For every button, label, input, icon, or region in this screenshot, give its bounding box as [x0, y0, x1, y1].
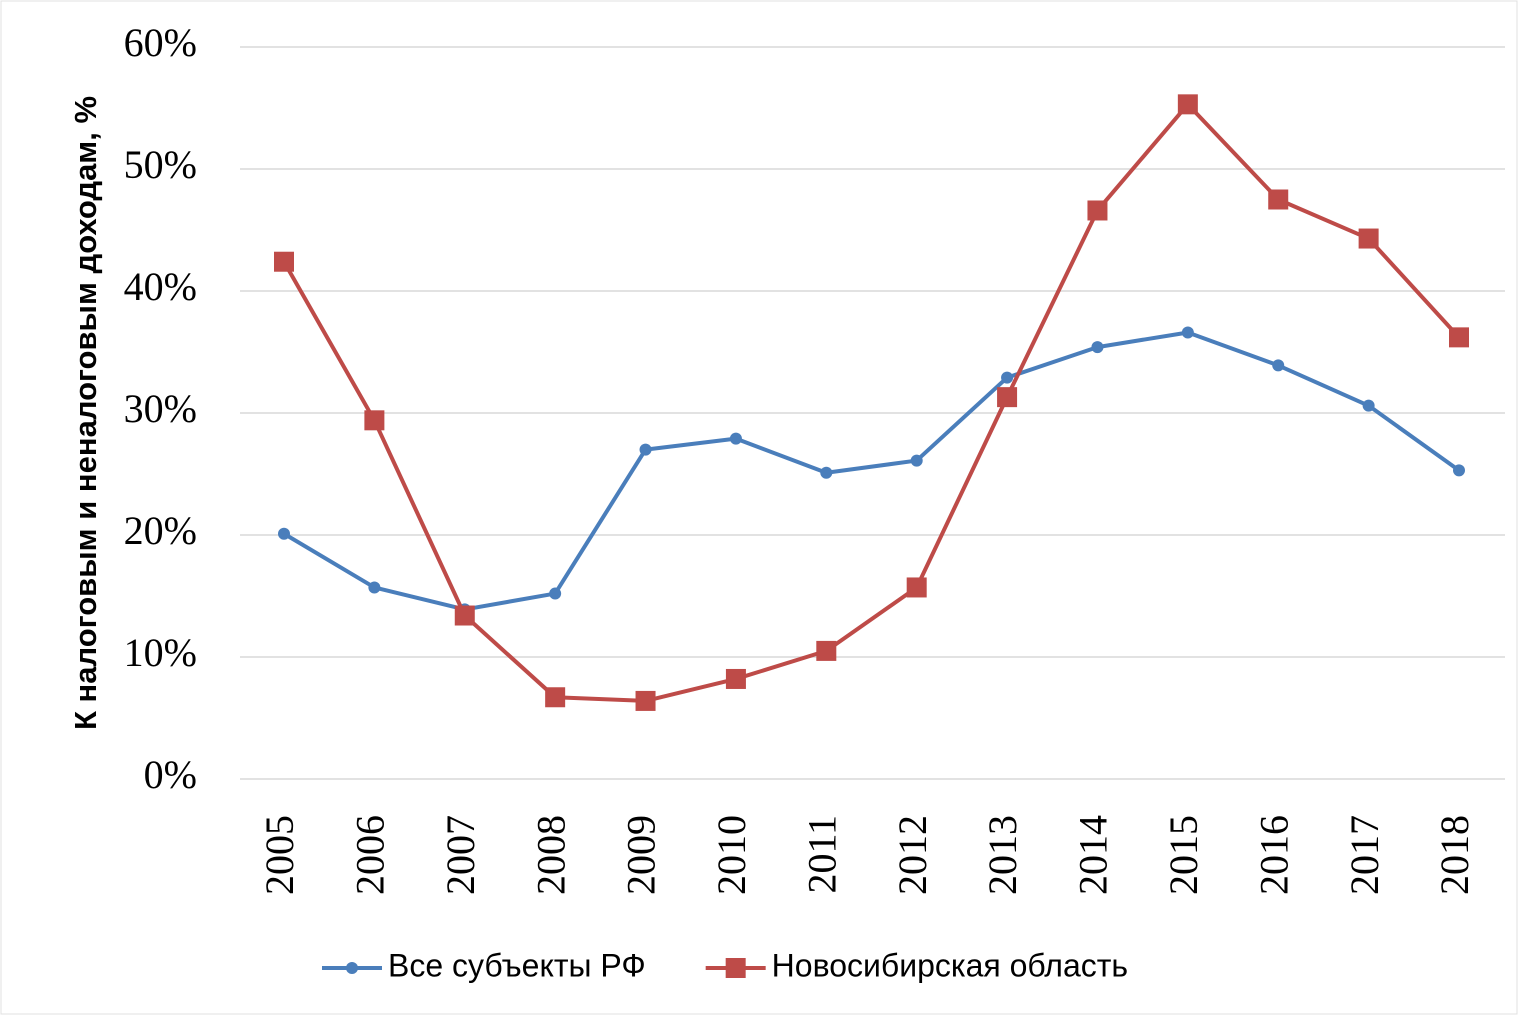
data-point: [639, 443, 652, 456]
data-point: [368, 581, 381, 594]
data-point: [1001, 371, 1014, 384]
data-point: [278, 527, 290, 540]
data-point: [1177, 94, 1198, 115]
data-point: [1362, 399, 1375, 412]
x-tick-label: 2017: [1342, 815, 1387, 895]
y-tick-label: 60%: [124, 20, 197, 65]
data-point: [729, 432, 742, 445]
data-point: [1453, 464, 1465, 477]
data-point: [1268, 189, 1289, 210]
data-point: [274, 251, 294, 272]
data-point: [1358, 228, 1379, 249]
data-point: [1181, 326, 1194, 339]
x-tick-label: 2009: [619, 815, 664, 895]
y-tick-label: 30%: [124, 386, 197, 431]
x-tick-label: 2014: [1071, 815, 1116, 895]
data-point: [725, 668, 746, 689]
data-point: [820, 466, 833, 479]
x-tick-label: 2015: [1161, 815, 1206, 895]
x-tick-label: 2007: [438, 815, 483, 895]
data-point: [545, 687, 566, 708]
y-tick-label: 50%: [124, 142, 197, 187]
x-tick-label: 2012: [890, 815, 935, 895]
data-point: [816, 640, 837, 661]
data-point: [1449, 327, 1469, 348]
x-tick-label: 2008: [528, 815, 573, 895]
x-tick-label: 2016: [1251, 815, 1296, 895]
x-tick-label: 2006: [348, 815, 393, 895]
x-tick-label: 2013: [980, 815, 1025, 895]
series-line: [282, 102, 1461, 703]
data-point: [364, 410, 385, 431]
y-tick-label: 10%: [124, 630, 197, 675]
legend-label: Новосибирская область: [772, 947, 1128, 983]
x-tick-label: 2005: [257, 815, 302, 895]
legend-marker: [346, 962, 358, 974]
y-axis-label: К налоговым и неналоговым доходам, %: [68, 96, 103, 730]
x-tick-label: 2018: [1432, 815, 1477, 895]
y-tick-label: 0%: [144, 752, 197, 797]
legend-label: Все субъекты РФ: [388, 947, 646, 983]
data-point: [997, 387, 1018, 408]
legend-marker: [725, 958, 746, 978]
x-tick-label: 2010: [709, 815, 754, 895]
x-tick-label: 2011: [799, 815, 844, 894]
data-point: [635, 690, 656, 711]
data-point: [549, 587, 562, 600]
y-tick-label: 40%: [124, 264, 197, 309]
data-point: [910, 454, 923, 467]
data-point: [1272, 359, 1285, 372]
series-line: [282, 330, 1461, 612]
data-point: [906, 577, 927, 598]
data-point: [1087, 200, 1108, 221]
data-point: [454, 605, 475, 626]
y-tick-label: 20%: [124, 508, 197, 553]
data-point: [1091, 341, 1104, 354]
